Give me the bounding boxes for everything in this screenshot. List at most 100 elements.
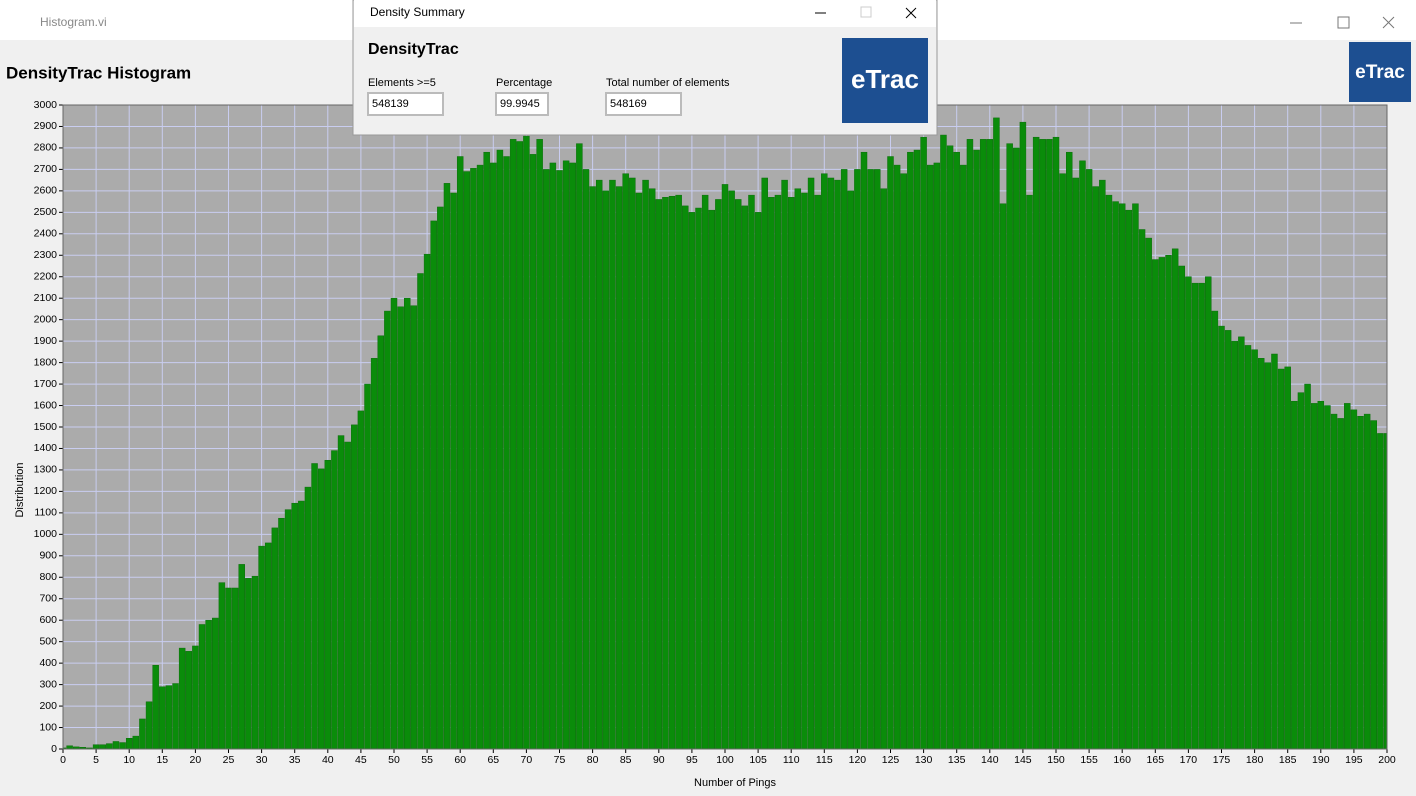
bar (1032, 136, 1040, 749)
bar (503, 156, 510, 749)
bar (728, 190, 735, 749)
bar (1158, 257, 1166, 749)
y-tick-label: 2500 (34, 206, 58, 218)
bar (874, 169, 881, 749)
bar (291, 502, 298, 749)
bar (1072, 177, 1080, 749)
bar (860, 151, 868, 749)
bar (1112, 201, 1119, 749)
bar (1198, 282, 1205, 749)
x-tick-label: 60 (454, 754, 466, 766)
bar (304, 486, 312, 749)
bar (629, 177, 636, 749)
y-tick-label: 2800 (34, 142, 58, 154)
y-tick-label: 200 (39, 700, 57, 712)
bar (774, 194, 782, 749)
x-tick-label: 155 (1080, 754, 1098, 766)
bar (549, 162, 557, 749)
bar (926, 164, 934, 749)
bar (973, 149, 980, 749)
bar (99, 744, 106, 749)
bar (1330, 413, 1338, 749)
bar (370, 358, 378, 749)
plot: 0100200300400500600700800900100011001200… (34, 99, 1396, 766)
bar (1019, 121, 1027, 749)
bar (218, 582, 226, 749)
field-label: Percentage (496, 77, 552, 89)
bar (801, 192, 808, 749)
bar (993, 117, 1000, 749)
bar (761, 177, 768, 749)
bar (569, 162, 576, 749)
x-tick-label: 115 (816, 754, 833, 766)
bar (1337, 418, 1344, 749)
dialog-maximize[interactable] (860, 6, 872, 18)
window-controls[interactable] (1290, 16, 1395, 29)
bar (1013, 147, 1020, 749)
bar (390, 297, 398, 749)
x-tick-label: 80 (587, 754, 599, 766)
bar (178, 647, 186, 749)
chart-title: DensityTrac Histogram (6, 63, 191, 82)
bar (1211, 310, 1219, 749)
y-tick-label: 2700 (34, 163, 58, 175)
bar (1052, 136, 1060, 749)
bar (86, 747, 93, 749)
bar (63, 747, 67, 749)
bar (907, 151, 914, 749)
bar (1006, 143, 1013, 749)
y-tick-label: 2200 (34, 271, 58, 283)
bar (1026, 194, 1033, 749)
bar (1066, 151, 1073, 749)
bar (1132, 203, 1139, 749)
dialog-close[interactable] (905, 7, 917, 19)
bar (953, 151, 960, 749)
y-tick-label: 1000 (34, 528, 58, 540)
field-box (605, 92, 682, 116)
bar (1304, 383, 1311, 749)
bar (933, 162, 941, 749)
y-tick-label: 2000 (34, 313, 58, 325)
y-tick-label: 100 (39, 721, 57, 733)
bar (840, 169, 848, 749)
bar (92, 744, 100, 749)
bar (814, 194, 821, 749)
bar (225, 587, 232, 749)
maximize[interactable] (1337, 16, 1350, 29)
x-tick-label: 15 (156, 754, 168, 766)
x-tick-label: 55 (421, 754, 433, 766)
bar (827, 177, 835, 749)
x-tick-label: 200 (1378, 754, 1396, 766)
dialog-heading: DensityTrac (368, 41, 459, 58)
field-value: 548139 (372, 98, 409, 110)
y-tick-label: 2900 (34, 120, 58, 132)
bar (1370, 420, 1377, 749)
bar (966, 139, 974, 749)
bar (284, 509, 292, 749)
logo (1349, 42, 1411, 102)
window-title: Histogram.vi (40, 15, 107, 29)
bar (536, 139, 543, 749)
bar (476, 164, 484, 749)
close[interactable] (1382, 16, 1395, 29)
bar (582, 169, 590, 749)
bar (298, 500, 305, 749)
field-label: Total number of elements (606, 77, 730, 89)
bar (695, 207, 702, 749)
bar (1284, 366, 1291, 749)
x-tick-label: 195 (1345, 754, 1363, 766)
bar (589, 186, 596, 749)
bar (1191, 282, 1199, 749)
dialog: Density Summary DensityTrac Elements >=5… (352, 0, 938, 136)
x-tick-label: 190 (1312, 754, 1330, 766)
bar (986, 139, 994, 749)
bar (172, 683, 179, 749)
y-tick-label: 600 (39, 614, 57, 626)
x-tick-label: 135 (948, 754, 966, 766)
field-box (367, 92, 444, 116)
bar (893, 164, 901, 749)
bar (1231, 340, 1238, 749)
bar (159, 686, 166, 749)
bar (450, 192, 457, 749)
y-tick-label: 2300 (34, 249, 58, 261)
